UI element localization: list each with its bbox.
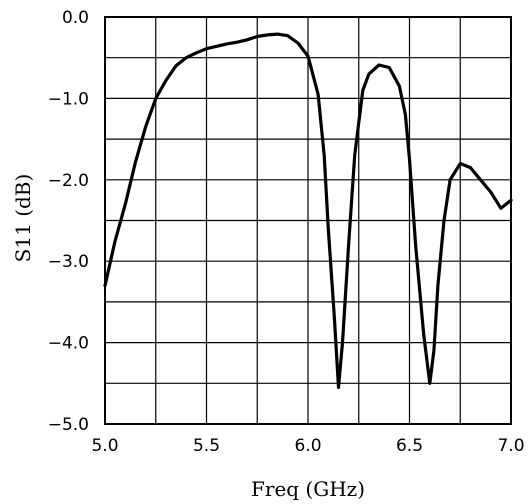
- y-tick-label: −4.0: [48, 334, 89, 354]
- grid-lines: [105, 17, 511, 424]
- x-tick-labels: 5.0 5.5 6.0 6.5 7.0: [91, 436, 524, 456]
- y-tick-label: 0.0: [62, 8, 89, 28]
- x-tick-label: 5.0: [91, 436, 118, 456]
- y-tick-labels: 0.0 −1.0 −2.0 −3.0 −4.0 −5.0: [48, 8, 89, 435]
- y-tick-label: −2.0: [48, 171, 89, 191]
- x-tick-label: 6.0: [294, 436, 321, 456]
- x-tick-label: 5.5: [193, 436, 220, 456]
- y-tick-label: −1.0: [48, 89, 89, 109]
- s11-series-line: [103, 32, 513, 389]
- y-tick-label: −5.0: [48, 415, 89, 435]
- x-tick-label: 6.5: [396, 436, 423, 456]
- y-tick-label: −3.0: [48, 252, 89, 272]
- x-tick-label: 7.0: [497, 436, 524, 456]
- y-axis-label: S11 (dB): [11, 174, 35, 263]
- plot-frame: [104, 16, 512, 425]
- x-axis-label: Freq (GHz): [251, 477, 365, 501]
